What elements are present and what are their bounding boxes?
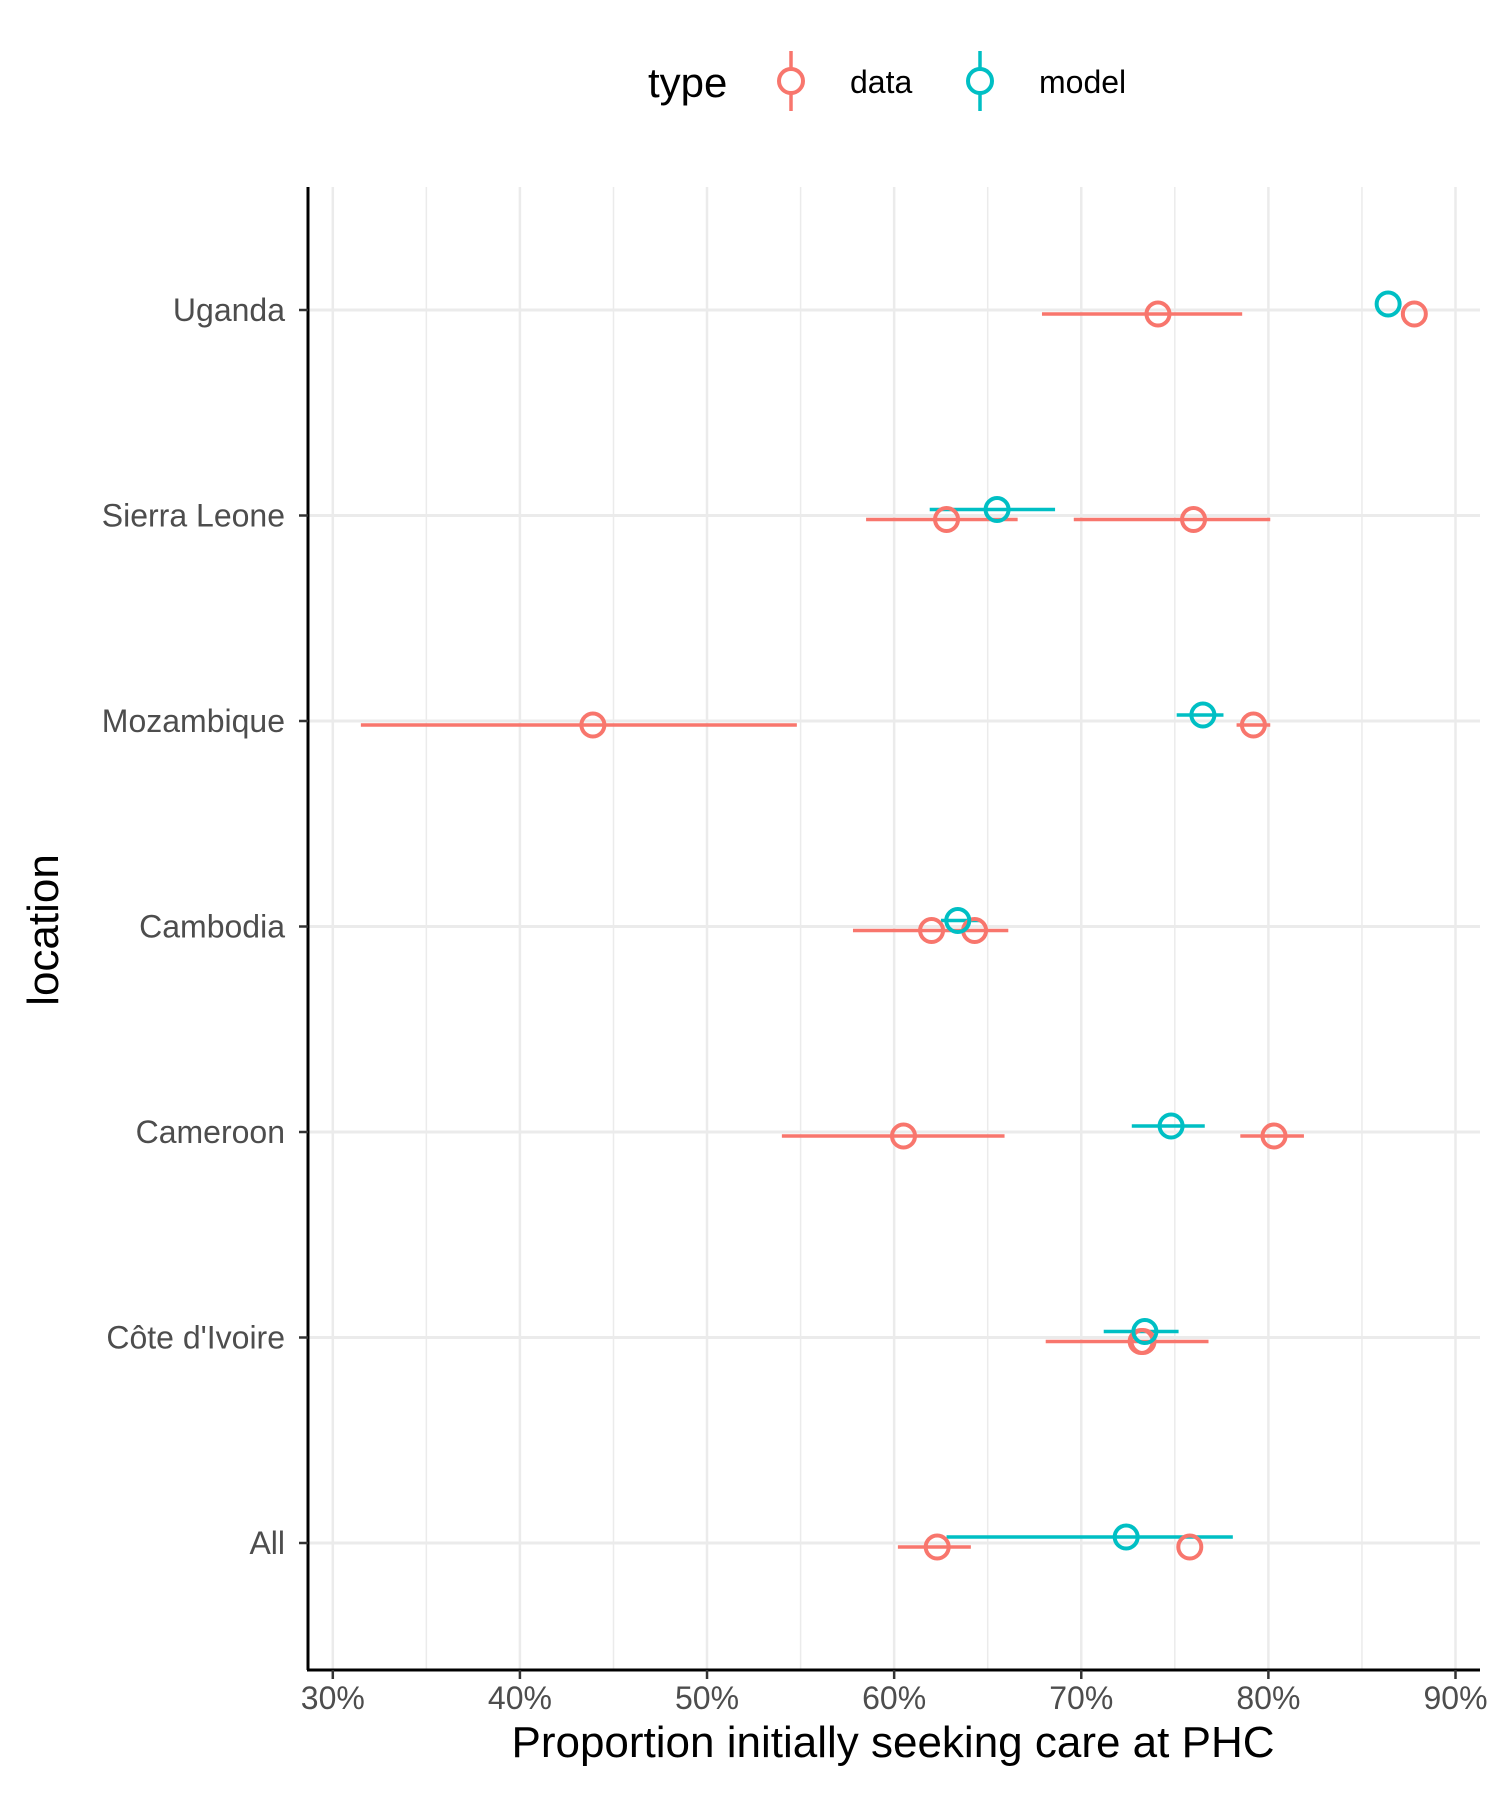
plot-panel bbox=[308, 187, 1480, 1670]
data-point bbox=[890, 1122, 918, 1150]
x-tick-label: 30% bbox=[301, 1680, 365, 1716]
x-tick-label: 70% bbox=[1049, 1680, 1113, 1716]
y-tick-label: Cambodia bbox=[139, 909, 285, 945]
x-axis-title: Proportion initially seeking care at PHC bbox=[511, 1718, 1274, 1767]
y-tick-label: Uganda bbox=[173, 292, 285, 328]
x-tick-label: 90% bbox=[1423, 1680, 1487, 1716]
model-point bbox=[1131, 1318, 1159, 1345]
y-tick-label: Côte d'Ivoire bbox=[106, 1320, 285, 1356]
x-tick-label: 40% bbox=[488, 1680, 552, 1716]
y-tick-label: Sierra Leone bbox=[102, 498, 285, 534]
x-tick-label: 60% bbox=[862, 1680, 926, 1716]
data-point bbox=[1400, 300, 1428, 328]
model-point bbox=[944, 907, 972, 934]
y-axis-title: location bbox=[19, 854, 68, 1006]
legend-key-model-point bbox=[966, 67, 994, 95]
model-point bbox=[1189, 701, 1217, 729]
legend-label-model: model bbox=[1039, 64, 1126, 100]
model-point bbox=[1157, 1112, 1185, 1140]
data-point bbox=[1260, 1122, 1288, 1150]
y-tick-label: Cameroon bbox=[136, 1114, 285, 1150]
data-point bbox=[933, 506, 961, 533]
legend-keys: data model bbox=[777, 51, 1126, 111]
x-tick-label: 50% bbox=[675, 1680, 739, 1716]
x-axis-ticks: 30% 40% 50% 60% 70% 80% 90% bbox=[301, 1670, 1488, 1716]
data-point bbox=[1239, 711, 1267, 739]
x-tick-label: 80% bbox=[1236, 1680, 1300, 1716]
axes: 30% 40% 50% 60% 70% 80% 90% All Côte d'Ivoire Ca… bbox=[102, 187, 1488, 1716]
data-point bbox=[579, 711, 607, 739]
grid-major-x bbox=[331, 187, 1457, 1670]
legend: type data model bbox=[648, 51, 1126, 111]
data-point bbox=[1144, 300, 1172, 328]
data-point bbox=[1129, 1328, 1157, 1355]
legend-key-data-point bbox=[777, 67, 805, 95]
data-point bbox=[1176, 1533, 1204, 1561]
y-tick-label: Mozambique bbox=[102, 703, 285, 739]
data-point bbox=[918, 917, 946, 944]
model-point bbox=[1112, 1523, 1140, 1551]
data-point bbox=[1180, 506, 1208, 533]
legend-title: type bbox=[648, 59, 727, 106]
model-point bbox=[1374, 290, 1402, 318]
y-tick-label: All bbox=[249, 1525, 285, 1561]
y-axis-ticks: All Côte d'Ivoire Cameroon Cambodia Mozambiq… bbox=[102, 292, 308, 1561]
legend-label-data: data bbox=[850, 64, 912, 100]
data-marks bbox=[360, 290, 1428, 1561]
data-point bbox=[923, 1533, 951, 1561]
model-point bbox=[983, 496, 1011, 523]
